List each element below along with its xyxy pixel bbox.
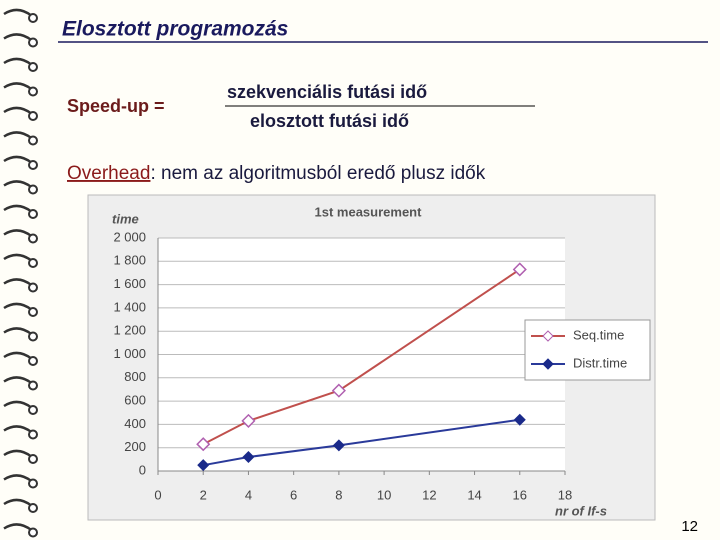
point-marker [196, 437, 211, 452]
point-marker [513, 413, 526, 426]
y-tick-label: 1 000 [113, 346, 146, 361]
binding [3, 8, 38, 538]
overhead-line: Overhead: nem az algoritmusból eredő plu… [67, 163, 486, 184]
y-tick-label: 1 600 [113, 276, 146, 291]
point-marker [331, 383, 346, 398]
x-tick-label: 14 [467, 487, 481, 502]
x-tick-label: 6 [290, 487, 297, 502]
spiral-hole [28, 405, 38, 415]
spiral-hole [28, 111, 38, 121]
spiral-hole [28, 478, 38, 489]
spiral-hole [28, 331, 38, 342]
spiral-hole [28, 380, 38, 391]
y-tick-label: 0 [139, 462, 146, 477]
y-tick-label: 1 800 [113, 253, 146, 268]
denominator: elosztott futási idő [250, 111, 409, 131]
spiral-hole [28, 86, 38, 97]
series-line [203, 418, 520, 467]
spiral-hole [28, 282, 38, 293]
x-axis-label: nr of If-s [555, 503, 607, 518]
point-marker [332, 439, 345, 452]
point-marker [241, 413, 256, 428]
y-tick-label: 600 [124, 393, 146, 408]
spiral-hole [28, 233, 38, 244]
spiral-hole [28, 209, 38, 219]
legend-marker [542, 358, 554, 370]
point-marker [197, 459, 210, 472]
point-marker [242, 451, 255, 464]
spiral-hole [28, 62, 38, 72]
spiral-hole [28, 258, 38, 268]
page-number: 12 [681, 518, 698, 535]
numerator: szekvenciális futási idő [227, 82, 427, 102]
legend-label: Distr.time [573, 355, 627, 370]
spiral-hole [28, 135, 38, 146]
spiral-hole [28, 356, 38, 366]
spiral-hole [28, 454, 38, 464]
legend-label: Seq.time [573, 327, 624, 342]
spiral-hole [28, 527, 38, 538]
y-tick-label: 800 [124, 369, 146, 384]
x-tick-label: 16 [513, 487, 527, 502]
x-tick-label: 10 [377, 487, 391, 502]
y-tick-label: 400 [124, 416, 146, 431]
y-tick-label: 2 000 [113, 229, 146, 244]
spiral-hole [28, 184, 38, 195]
speedup-label: Speed-up = [67, 96, 165, 116]
legend-box [524, 319, 651, 381]
x-tick-label: 0 [154, 487, 161, 502]
series-line [202, 268, 521, 446]
y-tick-label: 1 400 [113, 299, 146, 314]
x-tick-label: 2 [200, 487, 207, 502]
spiral-hole [28, 160, 38, 170]
x-tick-label: 4 [245, 487, 252, 502]
overhead-text: : nem az algoritmusból eredő plusz idők [150, 163, 485, 184]
chart: 0 200 400 600 800 1 000 1 200 1 400 1 600 1 800 2 … [112, 204, 651, 518]
y-tick-label: 200 [124, 439, 146, 454]
spiral-hole [28, 429, 38, 440]
slide-title: Elosztott programozás [62, 18, 288, 41]
x-tick-label: 8 [335, 487, 342, 502]
x-tick-label: 12 [422, 487, 436, 502]
x-tick-label: 18 [558, 487, 572, 502]
chart-title: 1st measurement [315, 204, 423, 219]
spiral-hole [28, 13, 38, 23]
spiral-hole [28, 37, 38, 48]
spiral-hole [28, 503, 38, 513]
y-tick-label: 1 200 [113, 323, 146, 338]
point-marker [512, 262, 527, 277]
legend-marker [542, 330, 554, 342]
overhead-term: Overhead [67, 163, 150, 184]
spiral-hole [28, 307, 38, 317]
y-axis-label: time [112, 211, 139, 226]
